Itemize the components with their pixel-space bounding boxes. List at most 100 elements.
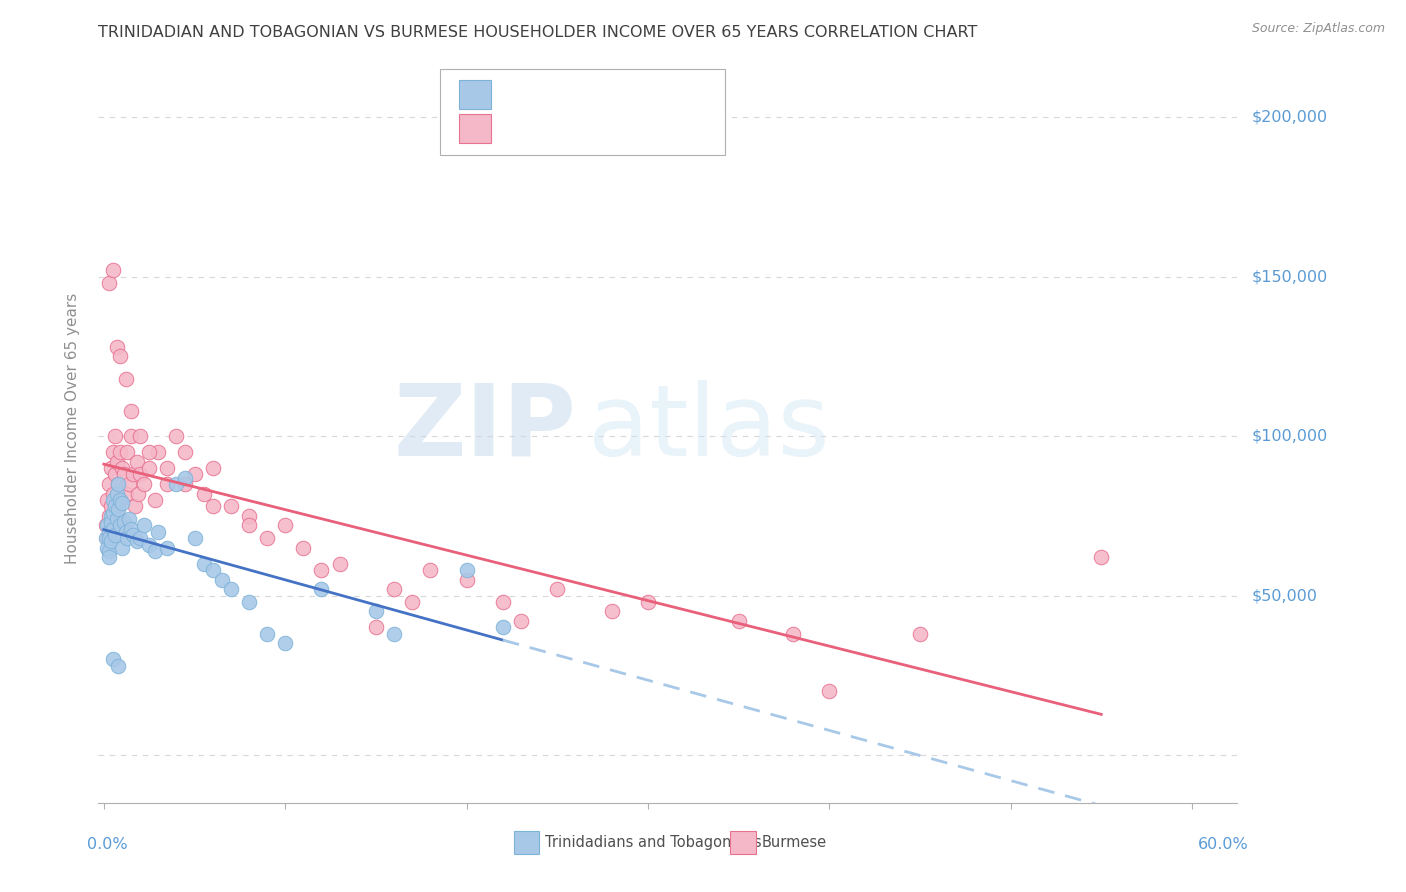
Point xyxy=(107,502,129,516)
Point xyxy=(100,461,122,475)
Point xyxy=(211,573,233,587)
Point xyxy=(105,455,128,469)
Point xyxy=(401,595,423,609)
Point xyxy=(382,582,405,597)
Point xyxy=(274,518,297,533)
Point xyxy=(127,486,149,500)
Text: $50,000: $50,000 xyxy=(1251,588,1317,603)
Point xyxy=(174,445,197,459)
Point xyxy=(111,461,134,475)
Text: $150,000: $150,000 xyxy=(1251,269,1327,285)
Point xyxy=(364,620,387,634)
Point xyxy=(114,486,136,500)
Point xyxy=(138,445,160,459)
Point xyxy=(108,518,131,533)
Point xyxy=(101,486,124,500)
Point xyxy=(101,445,124,459)
Point xyxy=(143,492,166,507)
Point xyxy=(120,522,142,536)
Point xyxy=(118,477,141,491)
Text: Trinidadians and Tobagonians: Trinidadians and Tobagonians xyxy=(546,835,762,850)
Point xyxy=(105,340,128,354)
Point xyxy=(256,531,278,545)
Point xyxy=(311,582,333,597)
Point xyxy=(96,541,118,555)
Point xyxy=(256,627,278,641)
Point xyxy=(100,500,122,514)
Point xyxy=(129,531,152,545)
Text: $200,000: $200,000 xyxy=(1251,110,1327,125)
Point xyxy=(274,636,297,650)
Point xyxy=(98,524,121,539)
Point xyxy=(382,627,405,641)
FancyBboxPatch shape xyxy=(731,831,755,854)
Point xyxy=(818,684,841,698)
Point xyxy=(104,429,127,443)
Point xyxy=(125,534,148,549)
Point xyxy=(148,445,170,459)
Point xyxy=(193,486,215,500)
Point xyxy=(219,582,242,597)
Point xyxy=(492,620,515,634)
Point xyxy=(238,508,260,523)
Point xyxy=(105,512,128,526)
Point xyxy=(101,492,124,507)
Point xyxy=(219,500,242,514)
Point xyxy=(98,276,121,290)
Point xyxy=(117,445,139,459)
Point xyxy=(98,550,121,565)
Point xyxy=(129,429,152,443)
Point xyxy=(112,515,135,529)
Point xyxy=(329,557,352,571)
Point xyxy=(107,508,129,523)
Text: 60.0%: 60.0% xyxy=(1198,837,1249,852)
Point xyxy=(727,614,749,628)
Point xyxy=(193,557,215,571)
FancyBboxPatch shape xyxy=(460,114,491,143)
Point xyxy=(201,500,224,514)
Point xyxy=(419,563,441,577)
FancyBboxPatch shape xyxy=(440,69,725,154)
Point xyxy=(156,461,179,475)
Point xyxy=(101,506,124,520)
Point xyxy=(104,528,127,542)
Point xyxy=(1090,550,1112,565)
Point xyxy=(138,537,160,551)
Point xyxy=(546,582,568,597)
Text: N = 73: N = 73 xyxy=(612,121,664,136)
Point xyxy=(98,477,121,491)
Point xyxy=(120,403,142,417)
Point xyxy=(165,429,187,443)
Text: Burmese: Burmese xyxy=(761,835,827,850)
Point xyxy=(101,652,124,666)
Point xyxy=(201,461,224,475)
Point xyxy=(118,512,141,526)
Point xyxy=(510,614,533,628)
Y-axis label: Householder Income Over 65 years: Householder Income Over 65 years xyxy=(65,293,80,564)
Point xyxy=(156,477,179,491)
Point xyxy=(132,518,155,533)
Point xyxy=(138,461,160,475)
Point xyxy=(600,605,623,619)
Point xyxy=(143,544,166,558)
Text: Source: ZipAtlas.com: Source: ZipAtlas.com xyxy=(1251,22,1385,36)
Point xyxy=(908,627,931,641)
Point xyxy=(98,544,121,558)
Point xyxy=(94,531,117,545)
Point xyxy=(111,518,134,533)
Point xyxy=(104,467,127,482)
Point xyxy=(100,508,122,523)
Point xyxy=(183,531,205,545)
Point xyxy=(238,595,260,609)
Point xyxy=(456,573,478,587)
Point xyxy=(105,486,128,500)
Point xyxy=(165,477,187,491)
Point xyxy=(201,563,224,577)
Point xyxy=(104,500,127,514)
Point xyxy=(148,524,170,539)
Text: R =  -0.146: R = -0.146 xyxy=(503,121,589,136)
Text: ZIP: ZIP xyxy=(394,380,576,476)
Point xyxy=(132,477,155,491)
Point xyxy=(94,518,117,533)
Point xyxy=(174,477,197,491)
